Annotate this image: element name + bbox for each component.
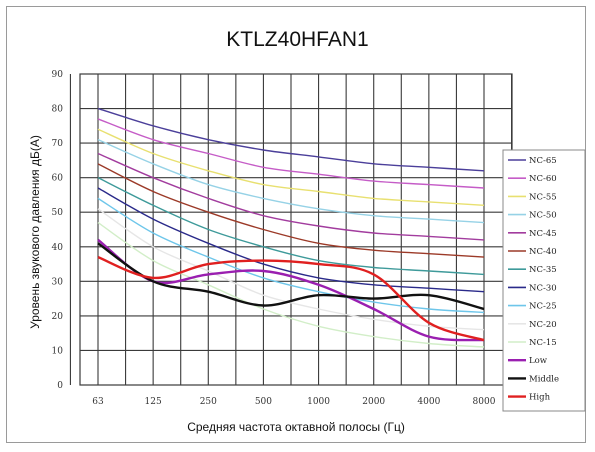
series-line-nc-45 xyxy=(97,152,485,241)
y-tick-label: 40 xyxy=(52,243,64,253)
x-tick-label: 250 xyxy=(200,397,217,407)
legend-label-nc-55: NC-55 xyxy=(529,192,557,202)
series-line-nc-35 xyxy=(97,177,485,276)
y-tick-label: 10 xyxy=(52,346,64,356)
x-tick-label: 500 xyxy=(255,397,272,407)
y-tick-label: 60 xyxy=(52,174,64,184)
y-tick-label: 0 xyxy=(57,381,63,391)
legend-label-nc-35: NC-35 xyxy=(529,265,557,275)
x-axis-label: Средняя частота октавной полосы (Гц) xyxy=(187,420,405,434)
legend-label-low: Low xyxy=(529,356,548,366)
legend-label-nc-65: NC-65 xyxy=(529,156,557,166)
series-line-nc-40 xyxy=(97,163,485,258)
axis-ticks: 0 10 20 30 40 50 60 70 80 90 63 125 250 500 1000 2000 40… xyxy=(52,70,496,407)
chart-frame xyxy=(6,6,586,443)
y-tick-label: 70 xyxy=(52,139,64,149)
series-line-nc-60 xyxy=(97,118,485,189)
legend-label-middle: Middle xyxy=(529,374,559,384)
x-tick-label: 2000 xyxy=(362,397,385,407)
legend-label-nc-25: NC-25 xyxy=(529,302,557,312)
x-tick-label: 1000 xyxy=(307,397,330,407)
legend-label-high: High xyxy=(529,393,551,403)
x-tick-label: 8000 xyxy=(473,397,496,407)
series-line-nc-55 xyxy=(97,128,485,206)
x-tick-label: 4000 xyxy=(417,397,440,407)
y-tick-label: 30 xyxy=(52,277,64,287)
chart-title: KTLZ40HFAN1 xyxy=(226,28,369,51)
legend-label-nc-20: NC-20 xyxy=(529,320,557,330)
y-tick-label: 90 xyxy=(52,70,64,80)
legend-box xyxy=(502,149,586,412)
series-lines xyxy=(97,107,485,348)
series-line-high xyxy=(97,256,485,342)
y-tick-label: 80 xyxy=(52,105,64,115)
legend-label-nc-50: NC-50 xyxy=(529,211,557,221)
legend-label-nc-60: NC-60 xyxy=(529,174,557,184)
series-line-nc-30 xyxy=(97,187,485,293)
legend-label-nc-45: NC-45 xyxy=(529,229,557,239)
x-tick-label: 63 xyxy=(92,397,104,407)
series-line-nc-15 xyxy=(97,222,485,348)
legend-label-nc-15: NC-15 xyxy=(529,338,557,348)
y-tick-label: 20 xyxy=(52,312,64,322)
series-line-middle xyxy=(97,242,485,311)
legend-label-nc-40: NC-40 xyxy=(529,247,557,257)
series-line-nc-25 xyxy=(97,197,485,314)
series-line-nc-50 xyxy=(97,139,485,224)
y-axis-label: Уровень звукового давления дБ(А) xyxy=(28,135,42,329)
y-tick-label: 50 xyxy=(52,208,64,218)
legend: NC-65 NC-60 NC-55 NC-50 NC-45 NC-40 NC-35 NC-30… xyxy=(502,149,586,412)
legend-label-nc-30: NC-30 xyxy=(529,283,557,293)
series-line-nc-65 xyxy=(97,107,485,172)
x-tick-label: 125 xyxy=(145,397,162,407)
